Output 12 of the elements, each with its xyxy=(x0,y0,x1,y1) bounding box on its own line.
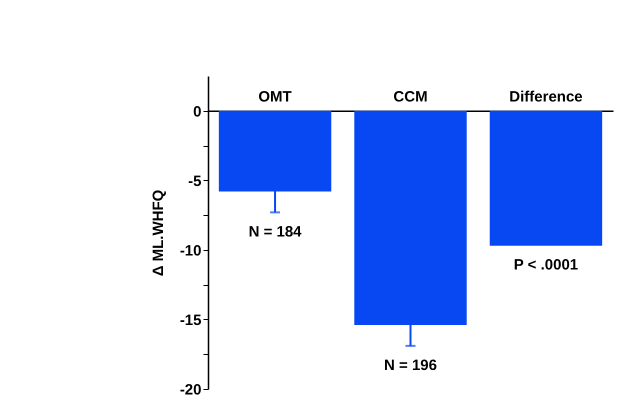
y-tick-label: -10 xyxy=(180,242,202,260)
y-tick-label: -20 xyxy=(180,382,202,398)
y-tick-label: 0 xyxy=(193,103,202,120)
x-tick-label: OMT xyxy=(258,88,292,106)
y-axis-title: Δ ML.WHFQ xyxy=(150,189,167,276)
annotation: N = 184 xyxy=(248,223,302,240)
x-tick-label: CCM xyxy=(393,88,428,106)
annotation: P < .0001 xyxy=(514,256,578,274)
annotation: N = 196 xyxy=(384,356,437,374)
x-tick-label: Difference xyxy=(509,88,583,106)
y-tick-label: -15 xyxy=(180,312,202,329)
y-tick-label: -5 xyxy=(188,172,202,190)
